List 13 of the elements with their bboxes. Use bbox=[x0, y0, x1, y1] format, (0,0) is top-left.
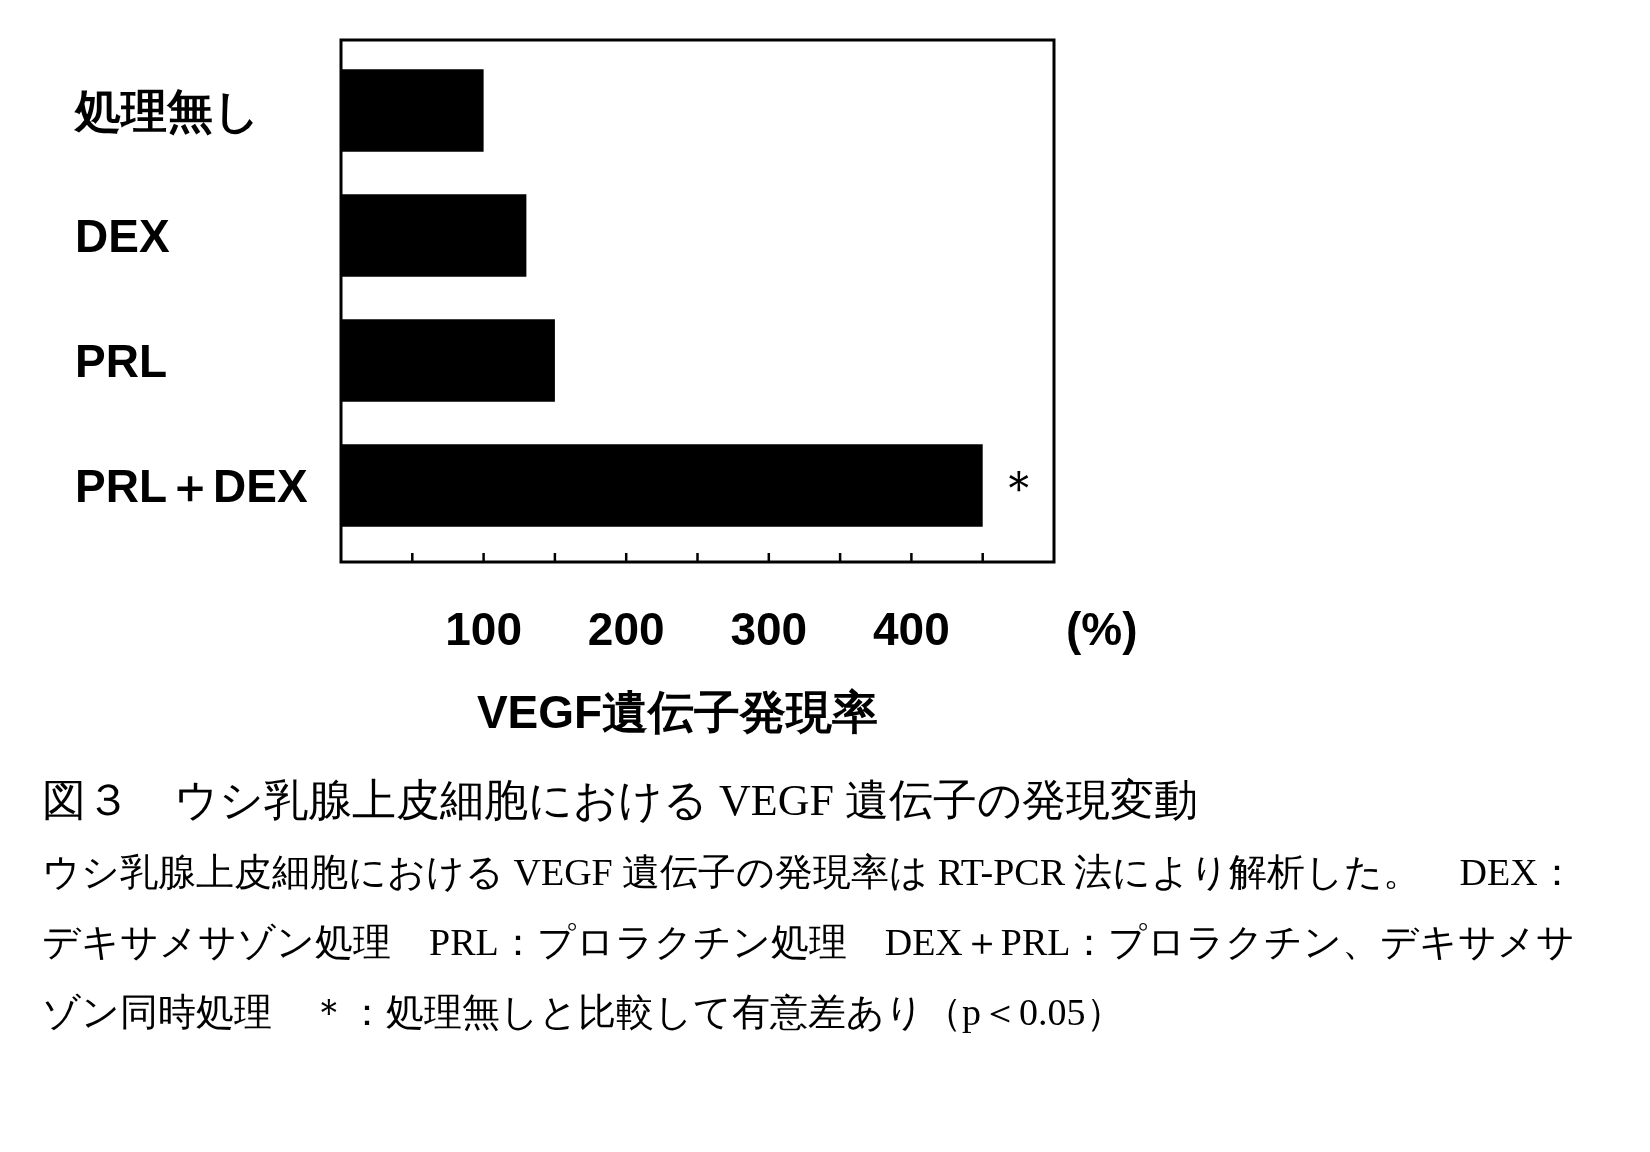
y-tick-label: PRL bbox=[75, 334, 167, 387]
x-axis-title: VEGF遺伝子発現率 bbox=[476, 686, 879, 738]
x-tick-label: 400 bbox=[873, 603, 950, 655]
annotation: ＊ bbox=[994, 460, 1043, 514]
y-tick-label: PRL＋DEX bbox=[75, 459, 308, 512]
y-tick-label: DEX bbox=[75, 209, 170, 262]
x-tick-label: 200 bbox=[587, 603, 665, 655]
text: 図３ ウシ乳腺上皮細胞における VEGF 遺伝子の発現変動 bbox=[42, 776, 1198, 825]
x-tick-label: 300 bbox=[730, 603, 808, 655]
text: ウシ乳腺上皮細胞における VEGF 遺伝子の発現率は RT-PCR 法により解析した。 DEX：デキサメサゾン処理 PRL：プロラクチン処理 DEX＋PRL：プロラクチン、デキサメサゾン同時処理 ＊：処理無しと比較して有意差あり（p＜0.05） bbox=[42, 851, 1576, 1033]
text: (%) bbox=[1066, 603, 1138, 655]
y-tick-label: 処理無し bbox=[73, 84, 260, 137]
x-tick-label: 100 bbox=[445, 603, 522, 655]
